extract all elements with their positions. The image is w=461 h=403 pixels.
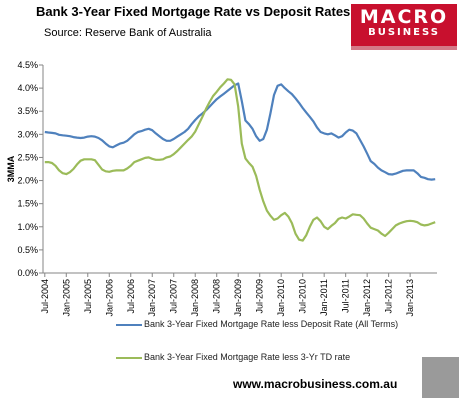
x-tick-label: Jan-2005	[61, 279, 71, 317]
x-tick-label: Jul-2004	[40, 279, 50, 314]
x-tick-label: Jan-2008	[190, 279, 200, 317]
x-tick-label: Jul-2007	[169, 279, 179, 314]
legend-swatch-3yr-td	[116, 356, 142, 359]
series-line-3yr-td	[44, 78, 436, 242]
y-tick-label: 3.0%	[17, 129, 38, 139]
wolf-logo-image	[422, 357, 459, 398]
x-tick-label: Jan-2011	[319, 279, 329, 316]
y-axis-label: 3MMA	[6, 155, 16, 182]
series-line-all-terms	[44, 82, 436, 181]
x-tick-label: Jul-2008	[212, 279, 222, 314]
x-tick-label: Jan-2009	[233, 279, 243, 317]
x-tick-label: Jan-2012	[362, 279, 372, 317]
y-tick-label: 0.0%	[17, 268, 38, 278]
logo-text-business: BUSINESS	[368, 27, 440, 38]
legend-swatch-all-terms	[116, 323, 142, 326]
legend-label-3yr-td: Bank 3-Year Fixed Mortgage Rate less 3-Y…	[144, 352, 351, 362]
x-tick-label: Jan-2013	[405, 279, 415, 317]
x-tick-label: Jul-2006	[126, 279, 136, 314]
logo-underline	[351, 46, 457, 50]
y-tick-label: 0.5%	[17, 245, 38, 255]
x-tick-label: Jan-2007	[147, 279, 157, 317]
x-tick-label: Jan-2010	[276, 279, 286, 317]
chart-source: Source: Reserve Bank of Australia	[44, 27, 212, 39]
x-tick-label: Jul-2009	[255, 279, 265, 314]
y-tick-label: 3.5%	[17, 106, 38, 116]
legend-label-all-terms: Bank 3-Year Fixed Mortgage Rate less Dep…	[144, 319, 399, 329]
x-tick-label: Jan-2006	[104, 279, 114, 317]
logo-text-macro: MACRO	[359, 6, 449, 28]
x-tick-label: Jul-2005	[83, 279, 93, 314]
x-tick-label: Jul-2012	[384, 279, 394, 314]
y-tick-label: 1.0%	[17, 222, 38, 232]
website-url: www.macrobusiness.com.au	[233, 377, 398, 391]
y-tick-label: 4.5%	[17, 60, 38, 70]
y-tick-label: 4.0%	[17, 83, 38, 93]
x-tick-label: Jul-2010	[298, 279, 308, 314]
y-tick-label: 1.5%	[17, 199, 38, 209]
macrobusiness-logo: MACRO BUSINESS	[351, 4, 457, 50]
legend-item-3yr-td: Bank 3-Year Fixed Mortgage Rate less 3-Y…	[116, 352, 350, 362]
line-chart: 0.0% 0.5% 1.0% 1.5% 2.0% 2.5% 3.0% 3.5% 4.0% 4.5%…	[6, 60, 437, 317]
y-tick-label: 2.0%	[17, 176, 38, 186]
chart-title: Bank 3-Year Fixed Mortgage Rate vs Depos…	[36, 4, 351, 19]
y-tick-label: 2.5%	[17, 152, 38, 162]
legend-item-all-terms: Bank 3-Year Fixed Mortgage Rate less Dep…	[116, 319, 398, 329]
x-tick-label: Jul-2011	[341, 279, 351, 313]
